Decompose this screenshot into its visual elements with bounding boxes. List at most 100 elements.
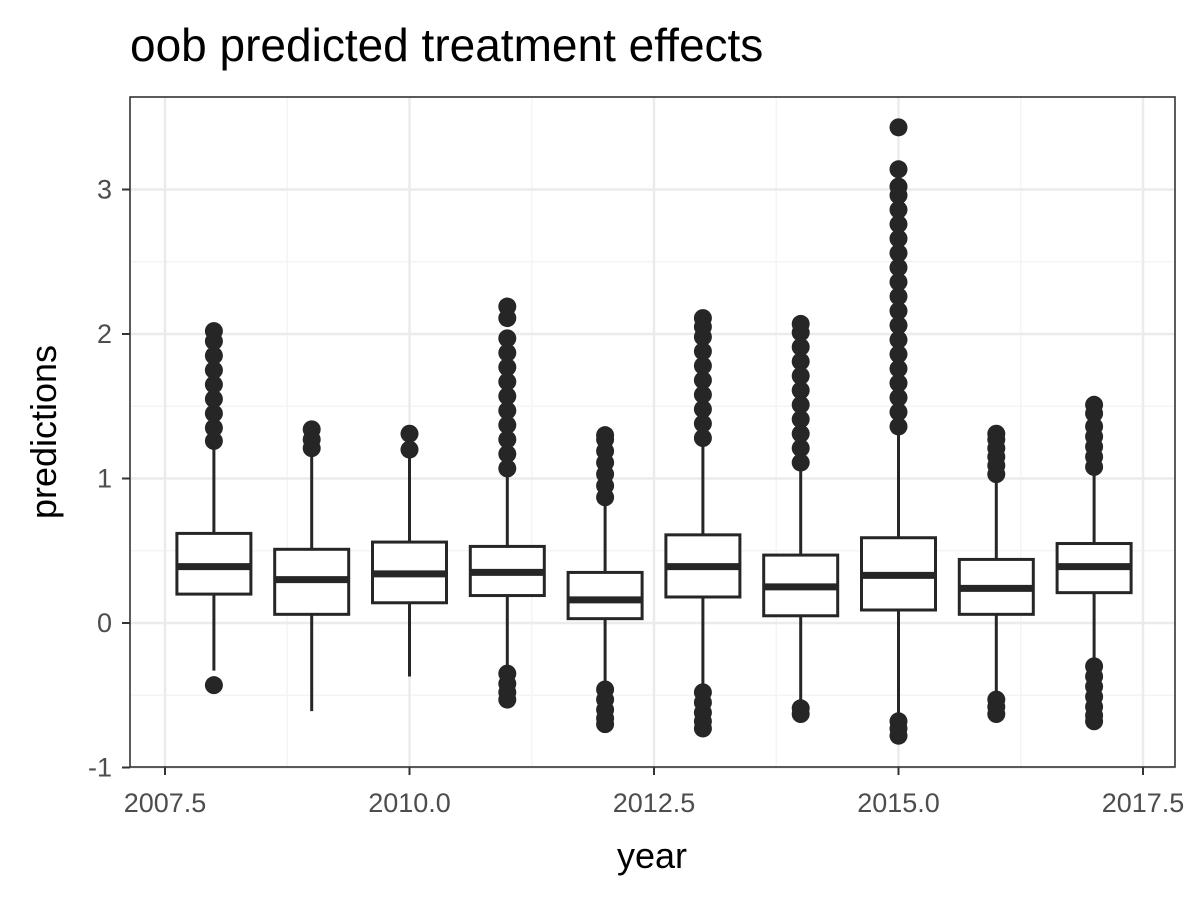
outlier-point (791, 410, 810, 429)
outlier-point (889, 258, 908, 277)
outlier-point (791, 314, 810, 333)
box-2015 (860, 118, 937, 745)
boxes-layer (175, 118, 1133, 745)
box-2013 (664, 309, 742, 738)
outlier-point (889, 359, 908, 378)
outlier-point (596, 426, 615, 445)
outlier-point (889, 345, 908, 364)
box-2010 (371, 424, 448, 677)
outlier-point (889, 229, 908, 248)
box-2011 (468, 297, 546, 709)
outlier-point (693, 414, 712, 433)
outlier-point (889, 316, 908, 335)
outlier-point (791, 439, 810, 458)
box-2009 (273, 420, 351, 712)
outlier-point (693, 400, 712, 419)
outlier-point (498, 343, 517, 362)
outlier-point (204, 322, 223, 341)
outlier-point (204, 418, 223, 437)
outlier-point (791, 338, 810, 357)
outlier-point (987, 705, 1006, 724)
outlier-point (498, 372, 517, 391)
outlier-point (889, 388, 908, 407)
outlier-point (889, 417, 908, 436)
outlier-point (889, 287, 908, 306)
outlier-point (204, 404, 223, 423)
outlier-point (791, 366, 810, 385)
outlier-point (693, 429, 712, 448)
x-tick-label: 2007.5 (124, 788, 207, 818)
outlier-point (889, 160, 908, 179)
outlier-point (498, 401, 517, 420)
y-axis-tick-labels: -1 0 1 2 3 (88, 175, 112, 783)
outlier-point (498, 459, 517, 478)
outlier-point (498, 329, 517, 348)
outlier-point (693, 385, 712, 404)
outlier-point (987, 424, 1006, 443)
axis-ticks (122, 188, 1144, 775)
outlier-point (1085, 712, 1104, 731)
outlier-point (791, 381, 810, 400)
outlier-point (400, 440, 419, 459)
outlier-point (889, 215, 908, 234)
outlier-point (498, 297, 517, 316)
x-tick-label: 2015.0 (857, 788, 940, 818)
panel-border (129, 96, 1176, 768)
y-tick-label: -1 (88, 753, 112, 783)
outlier-point (204, 390, 223, 409)
outlier-point (693, 309, 712, 328)
outlier-point (889, 272, 908, 291)
outlier-point (204, 346, 223, 365)
outlier-point (204, 361, 223, 380)
outlier-point (791, 453, 810, 472)
box-2016 (957, 424, 1035, 724)
outlier-point (498, 444, 517, 463)
outlier-point (204, 431, 223, 450)
x-axis-tick-labels: 2007.5 2010.0 2012.5 2015.0 2017.5 (124, 788, 1185, 818)
outlier-point (498, 358, 517, 377)
outlier-point (889, 301, 908, 320)
outlier-point (693, 371, 712, 390)
x-tick-label: 2017.5 (1102, 788, 1185, 818)
outlier-point (1085, 417, 1104, 436)
y-axis-title: predictions (23, 345, 64, 519)
x-tick-label: 2010.0 (368, 788, 451, 818)
outlier-point (596, 715, 615, 734)
x-axis-title: year (617, 835, 687, 876)
outlier-point (204, 676, 223, 695)
outlier-point (498, 690, 517, 709)
outlier-point (693, 719, 712, 738)
outlier-point (889, 200, 908, 219)
outlier-point (791, 705, 810, 724)
outlier-point (693, 356, 712, 375)
y-tick-label: 0 (97, 608, 112, 638)
outlier-point (400, 424, 419, 443)
x-tick-label: 2012.5 (613, 788, 696, 818)
outlier-point (889, 330, 908, 349)
box-2008 (175, 322, 253, 695)
outlier-point (889, 403, 908, 422)
outlier-point (302, 420, 321, 439)
box-2017 (1055, 395, 1133, 731)
outlier-point (791, 395, 810, 414)
outlier-point (1085, 395, 1104, 414)
chart-title: oob predicted treatment effects (130, 19, 764, 71)
outlier-point (204, 375, 223, 394)
outlier-point (889, 244, 908, 263)
outlier-point (498, 416, 517, 435)
outlier-point (498, 430, 517, 449)
outlier-point (498, 387, 517, 406)
outlier-point (791, 352, 810, 371)
y-tick-label: 3 (97, 175, 112, 205)
y-tick-label: 2 (97, 319, 112, 349)
outlier-point (889, 118, 908, 137)
outlier-point (791, 424, 810, 443)
outlier-point (889, 374, 908, 393)
outlier-point (889, 177, 908, 196)
outlier-point (693, 342, 712, 361)
box-2014 (762, 314, 840, 724)
y-tick-label: 1 (97, 464, 112, 494)
outlier-point (889, 726, 908, 745)
box-2012 (566, 426, 644, 734)
